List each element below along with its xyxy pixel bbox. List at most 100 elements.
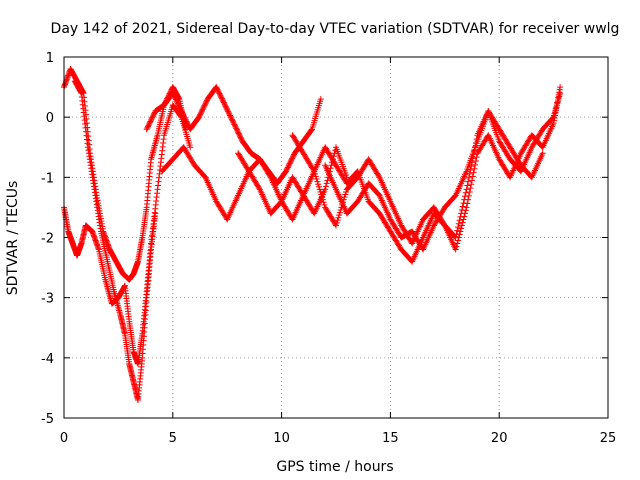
data-point <box>233 126 240 133</box>
data-point <box>316 186 323 193</box>
data-point <box>287 159 294 166</box>
data-point <box>341 194 348 201</box>
data-point <box>456 217 463 224</box>
data-point <box>375 173 382 180</box>
data-point <box>169 90 176 97</box>
data-point <box>308 127 315 134</box>
data-point <box>467 185 474 192</box>
data-point <box>318 191 325 198</box>
data-point <box>462 207 469 214</box>
data-point <box>236 133 243 140</box>
data-point <box>455 237 462 244</box>
data-point <box>223 106 230 113</box>
data-point <box>197 111 204 118</box>
data-point <box>256 185 263 192</box>
data-point <box>199 106 206 113</box>
data-point <box>147 118 154 125</box>
data-point <box>323 180 330 187</box>
data-point <box>343 188 350 195</box>
data-point <box>557 84 564 91</box>
data-point <box>466 188 473 195</box>
data-point <box>202 99 209 106</box>
data-point <box>286 160 293 167</box>
data-point <box>539 150 546 157</box>
data-point <box>231 121 238 128</box>
data-point <box>226 112 233 119</box>
data-point <box>455 234 462 241</box>
series-track-2 <box>61 102 194 367</box>
data-point <box>315 181 322 188</box>
data-point <box>144 124 151 131</box>
data-point <box>198 109 205 116</box>
plot-frame <box>63 56 609 419</box>
data-point <box>179 110 186 117</box>
data-point <box>196 112 203 119</box>
data-point <box>222 103 229 110</box>
series-track-8 <box>322 108 546 253</box>
data-point <box>217 91 224 98</box>
data-point <box>452 246 459 253</box>
data-point <box>287 158 294 165</box>
data-point <box>288 156 295 163</box>
data-point <box>226 111 233 118</box>
data-point <box>453 243 460 250</box>
data-point <box>203 98 210 105</box>
data-point <box>200 105 207 112</box>
data-point <box>195 114 202 121</box>
data-point <box>319 194 326 201</box>
data-point <box>312 173 319 180</box>
data-point <box>472 158 479 165</box>
data-point <box>335 214 342 221</box>
data-point <box>473 154 480 161</box>
data-point <box>285 163 292 170</box>
data-point <box>286 161 293 168</box>
data-point <box>151 110 158 117</box>
data-point <box>465 192 472 199</box>
data-point <box>146 119 153 126</box>
data-point <box>342 191 349 198</box>
data-point <box>459 219 466 226</box>
data-point <box>463 186 470 193</box>
data-point <box>174 99 181 106</box>
data-point <box>238 135 245 142</box>
data-point <box>290 152 297 159</box>
data-point <box>266 173 273 180</box>
x-axis-label: GPS time / hours <box>276 459 393 475</box>
data-point <box>180 112 187 119</box>
data-point <box>469 177 475 184</box>
x-tick-label: 5 <box>169 431 177 446</box>
data-point <box>178 108 185 115</box>
data-point <box>463 204 470 211</box>
data-point <box>455 220 462 227</box>
data-point <box>322 186 329 193</box>
data-point <box>181 114 188 121</box>
data-point <box>200 103 207 110</box>
data-point <box>334 217 341 224</box>
data-point <box>457 228 464 235</box>
data-point <box>224 107 231 114</box>
data-point <box>177 106 184 113</box>
data-point <box>225 108 232 115</box>
data-point <box>145 122 152 129</box>
series-track-7 <box>289 84 564 265</box>
data-point <box>176 102 183 109</box>
data-point <box>146 121 153 128</box>
data-point <box>284 165 291 172</box>
y-tick-label: -5 <box>41 412 54 427</box>
data-point <box>235 129 242 136</box>
data-point <box>173 97 180 104</box>
data-point <box>221 100 228 107</box>
data-point <box>175 101 182 108</box>
y-tick-label: 1 <box>46 51 54 66</box>
data-point <box>319 196 326 203</box>
data-point <box>458 225 465 232</box>
data-point <box>336 212 343 219</box>
data-point <box>170 91 177 98</box>
data-point <box>148 115 155 122</box>
data-point <box>454 227 461 234</box>
data-point <box>455 224 462 231</box>
data-point <box>460 216 467 223</box>
data-point <box>315 183 322 190</box>
data-point <box>217 93 224 100</box>
data-point <box>231 122 238 129</box>
